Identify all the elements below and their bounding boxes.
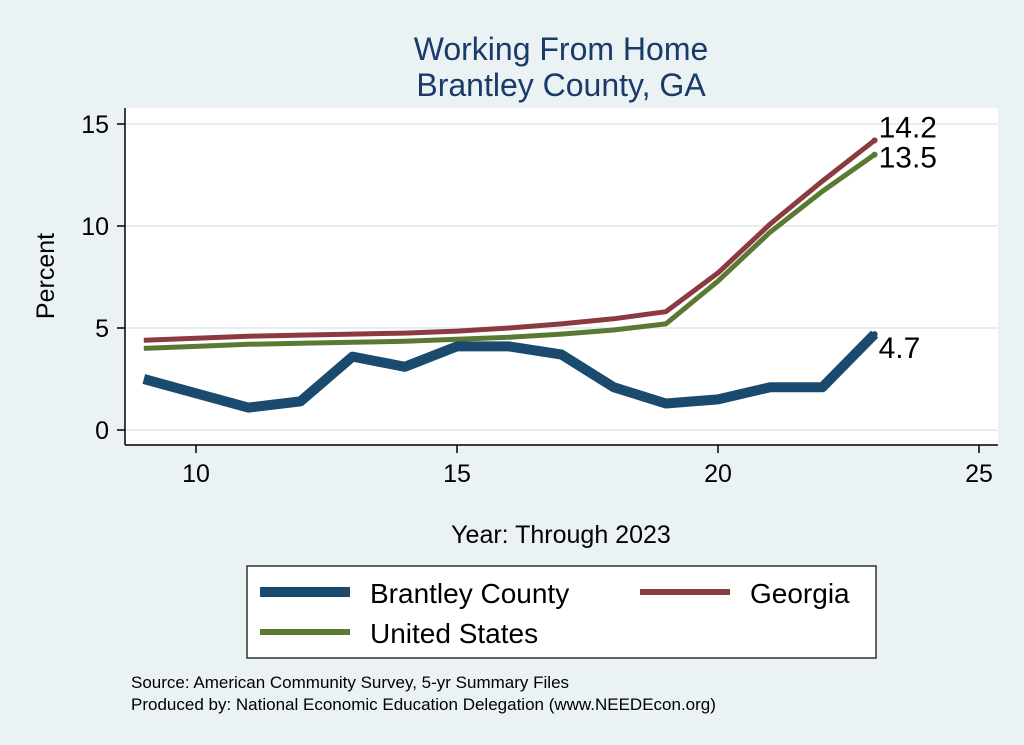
end-label-united-states: 13.5: [879, 142, 937, 175]
end-labels: 4.7 14.213.5: [871, 111, 937, 365]
chart-title-line-1: Working From Home: [414, 31, 709, 67]
end-marker-brantley-county: [871, 331, 878, 338]
legend-label-united-states: United States: [370, 618, 538, 649]
x-axis-ticks: 10 15 20 25: [182, 445, 993, 488]
y-tick-label-0: 0: [95, 417, 109, 445]
series-line-united-states: [143, 152, 877, 351]
y-axis-label: Percent: [32, 233, 60, 319]
series-line-georgia: [143, 138, 877, 343]
legend-label-brantley-county: Brantley County: [370, 578, 569, 609]
x-tick-label-15: 15: [443, 460, 471, 488]
end-marker-united-states: [871, 151, 878, 158]
end-marker-georgia: [871, 137, 878, 144]
legend-label-georgia: Georgia: [750, 578, 850, 609]
legend: Brantley County Georgia United States: [246, 565, 877, 659]
series-lines: [142, 138, 879, 413]
y-tick-label-15: 15: [81, 111, 109, 139]
y-axis-ticks: 0 5 10 15: [81, 111, 125, 445]
legend-box: [246, 565, 877, 659]
x-tick-label-25: 25: [965, 460, 993, 488]
x-tick-label-20: 20: [704, 460, 732, 488]
end-label-georgia: 14.2: [879, 111, 937, 144]
producer-note: Produced by: National Economic Education…: [131, 695, 716, 714]
y-tick-label-10: 10: [81, 213, 109, 241]
y-tick-label-5: 5: [95, 315, 109, 343]
plot-area: [125, 108, 998, 445]
end-label-brantley-county: 4.7: [879, 332, 921, 365]
x-axis-label: Year: Through 2023: [451, 521, 671, 549]
chart-title-line-2: Brantley County, GA: [416, 67, 706, 103]
source-note: Source: American Community Survey, 5-yr …: [131, 673, 569, 692]
series-line-brantley-county: [142, 330, 879, 413]
gridlines: [125, 123, 998, 431]
x-tick-label-10: 10: [182, 460, 210, 488]
